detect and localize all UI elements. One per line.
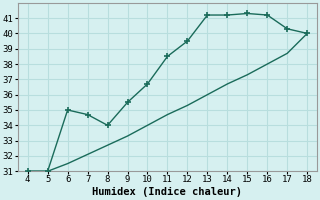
X-axis label: Humidex (Indice chaleur): Humidex (Indice chaleur) [92, 187, 243, 197]
